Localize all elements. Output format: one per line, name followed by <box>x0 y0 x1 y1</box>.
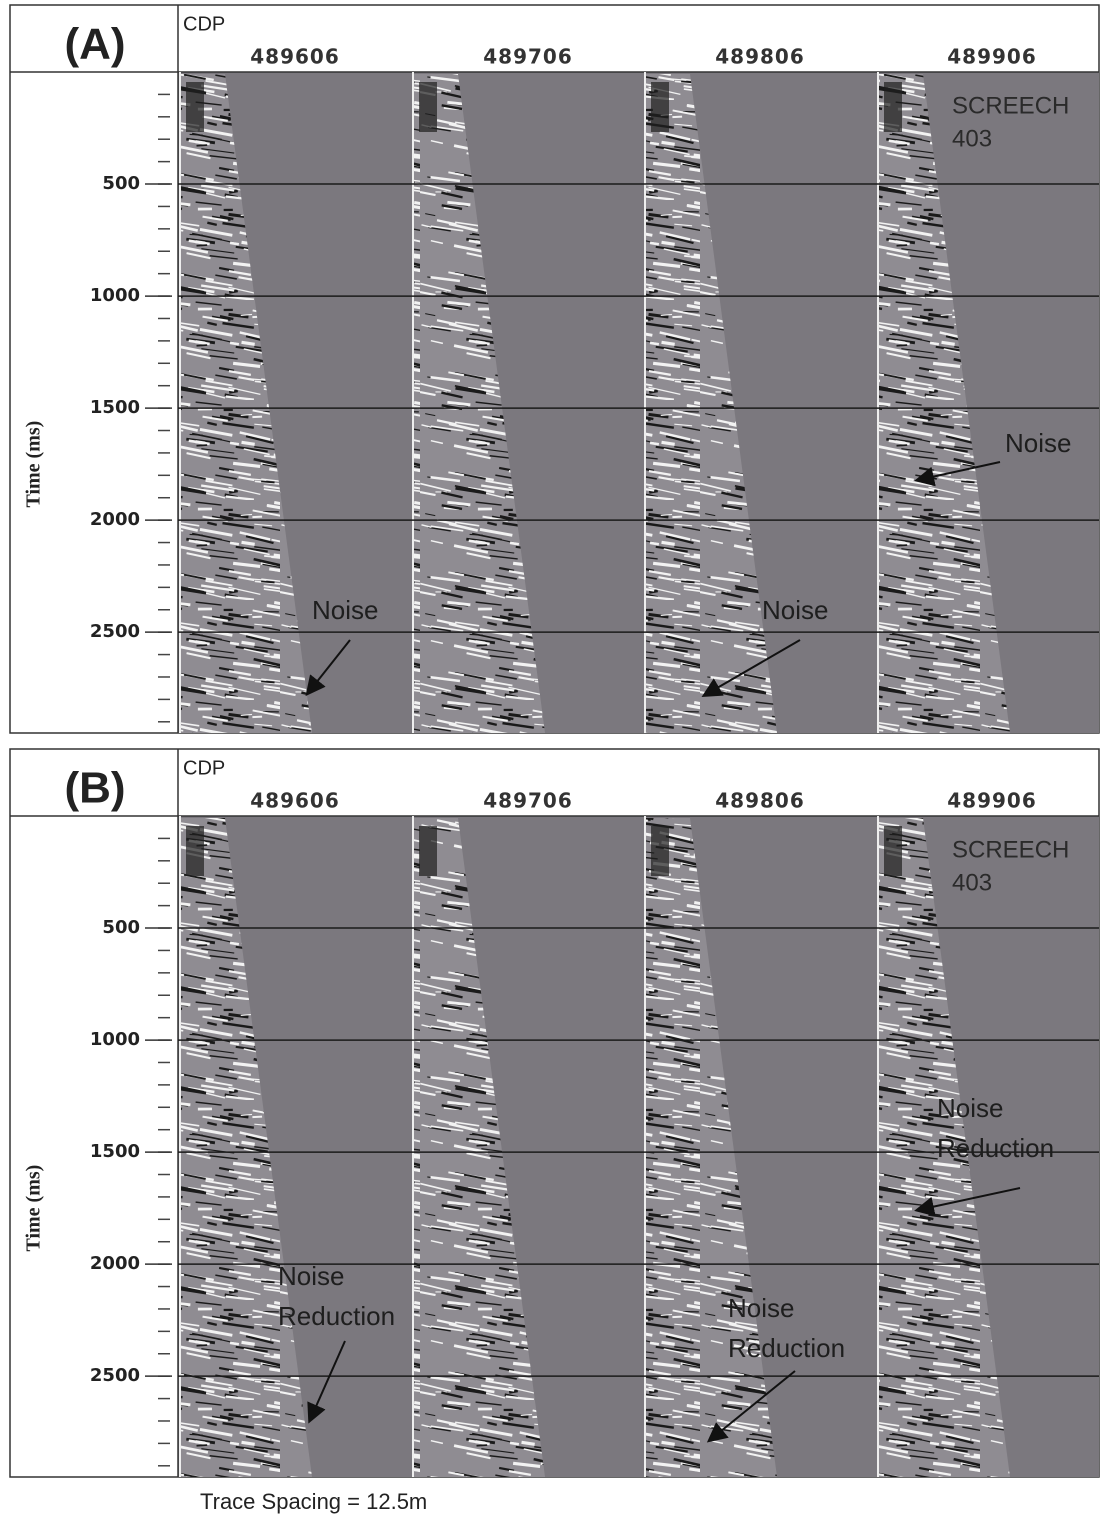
cdp-title: CDP <box>183 757 225 779</box>
panel-label: (B) <box>64 764 125 813</box>
panel: (B) CDP 489606 489706 489806 489906 500 1000 150… <box>9 748 1100 1478</box>
seismic-gather <box>180 74 312 733</box>
annotation-arrow <box>701 639 801 698</box>
cdp-label: 489906 <box>947 789 1037 813</box>
first-break <box>651 826 669 876</box>
cdp-label: 489606 <box>250 789 340 813</box>
annotation-arrow <box>706 1370 796 1443</box>
cdp-label: 489706 <box>483 789 573 813</box>
annotation-arrow <box>307 1340 346 1424</box>
cdp-label: 489706 <box>483 45 573 69</box>
annotation-arrow <box>914 461 1001 487</box>
y-tick-label: 1500 <box>90 1141 140 1162</box>
survey-label: 403 <box>952 869 992 896</box>
panel-label: (A) <box>64 20 125 69</box>
y-axis-label: Time (ms) <box>23 1165 45 1252</box>
first-break <box>884 82 902 132</box>
first-break <box>419 82 437 132</box>
seismic-gather <box>645 74 777 733</box>
y-axis-label: Time (ms) <box>23 421 45 508</box>
survey-label: SCREECH <box>952 836 1069 863</box>
y-tick-label: 1500 <box>90 397 140 418</box>
annotation-arrow <box>305 639 351 697</box>
first-break <box>651 82 669 132</box>
y-tick-label: 2000 <box>90 1253 140 1274</box>
y-tick-label: 2500 <box>90 1365 140 1386</box>
survey-label: 403 <box>952 125 992 152</box>
annotation-arrow <box>914 1187 1021 1217</box>
y-tick-label: 2500 <box>90 621 140 642</box>
y-tick-label: 500 <box>102 173 140 194</box>
annotation: Noise <box>1005 428 1071 458</box>
y-tick-label: 1000 <box>90 1029 140 1050</box>
annotation: Noise <box>278 1261 344 1291</box>
cdp-label: 489806 <box>715 45 805 69</box>
cdp-label: 489606 <box>250 45 340 69</box>
y-tick-label: 500 <box>102 917 140 938</box>
first-break <box>186 82 204 132</box>
seismic-gather <box>180 818 312 1477</box>
trace-spacing: Trace Spacing = 12.5m <box>200 1489 427 1514</box>
annotation: Reduction <box>937 1133 1054 1163</box>
annotation: Noise <box>762 595 828 625</box>
annotation: Noise <box>728 1293 794 1323</box>
first-break <box>884 826 902 876</box>
annotation: Noise <box>312 595 378 625</box>
seismic-gather <box>645 818 777 1477</box>
y-tick-label: 2000 <box>90 509 140 530</box>
first-break <box>419 826 437 876</box>
seismic-gather <box>878 74 1010 733</box>
annotation: Reduction <box>278 1301 395 1331</box>
seismic-gather <box>413 818 545 1477</box>
cdp-title: CDP <box>183 13 225 35</box>
seismic-gather <box>878 818 1010 1477</box>
cdp-label: 489906 <box>947 45 1037 69</box>
cdp-label: 489806 <box>715 789 805 813</box>
panel: (A) CDP 489606 489706 489806 489906 500 1000 150… <box>9 4 1100 734</box>
first-break <box>186 826 204 876</box>
annotation: Noise <box>937 1093 1003 1123</box>
annotation: Reduction <box>728 1333 845 1363</box>
seismic-gather <box>413 74 545 733</box>
survey-label: SCREECH <box>952 92 1069 119</box>
y-tick-label: 1000 <box>90 285 140 306</box>
